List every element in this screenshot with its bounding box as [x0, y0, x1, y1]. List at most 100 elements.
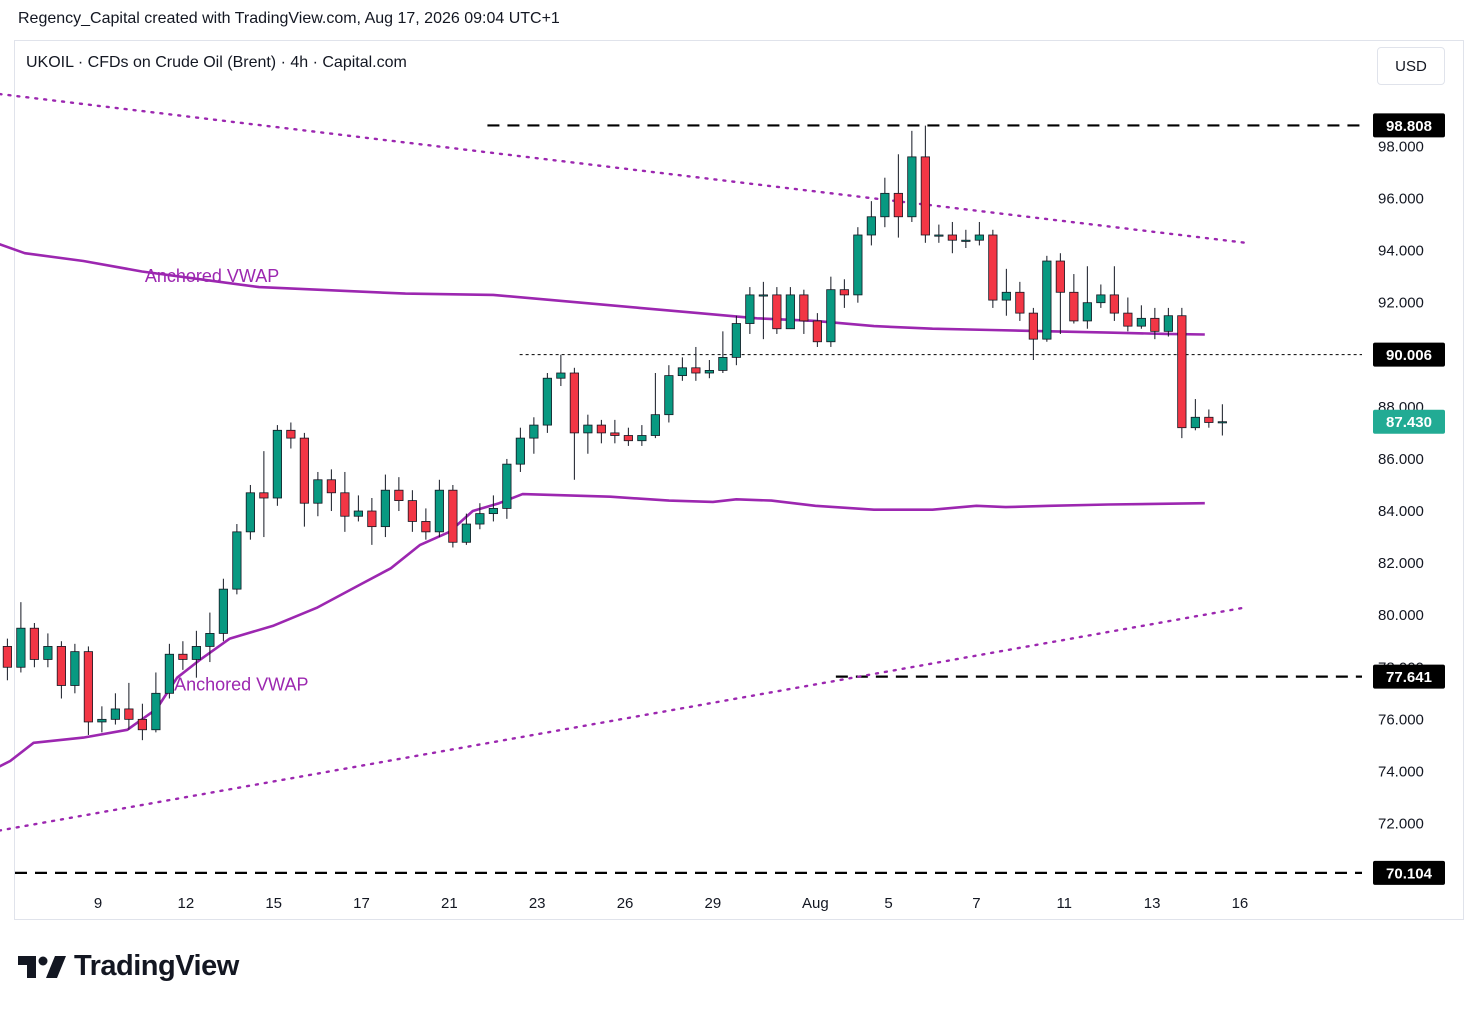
price-levels-layer: [15, 124, 1362, 874]
anchored-vwap-label: Anchored VWAP: [145, 266, 279, 286]
candle-body: [583, 424, 593, 434]
candle-body: [43, 646, 53, 660]
symbol-legend[interactable]: UKOIL · CFDs on Crude Oil (Brent) · 4h ·…: [26, 54, 407, 71]
chart-pane[interactable]: [14, 40, 1464, 920]
time-axis[interactable]: 9 12 15 17 21 23 26 29 Aug 5 7 11 13 16: [94, 895, 1248, 912]
candle-body: [475, 513, 485, 525]
candle-body: [745, 294, 755, 324]
price-axis-tick-label: 84.000: [1378, 503, 1424, 520]
candle-body: [407, 500, 417, 522]
candle-body: [205, 633, 215, 647]
candle-body: [772, 294, 782, 330]
price-axis-tick-label: 94.000: [1378, 243, 1424, 260]
candle-body: [637, 435, 647, 442]
candle-body: [907, 156, 917, 218]
time-axis-tick-label: 11: [1056, 895, 1072, 912]
trendlines-layer: [0, 92, 1247, 832]
time-axis-tick-label: Aug: [802, 895, 829, 912]
price-axis-tick-label: 96.000: [1378, 191, 1424, 208]
candle-body: [56, 646, 66, 686]
price-axis-tick-label: 74.000: [1378, 763, 1424, 780]
candle-body: [920, 156, 930, 236]
candle-body: [1042, 260, 1052, 340]
price-labels-layer: 98.808 90.006 77.641 70.104 87.430: [1373, 113, 1445, 885]
candle-body: [151, 692, 161, 731]
upper-trendline: [0, 92, 1247, 245]
candle-body: [299, 437, 309, 504]
candle-body: [313, 479, 323, 504]
candle-body: [1163, 315, 1173, 332]
candle-body: [569, 372, 579, 434]
candle-body: [880, 192, 890, 218]
candle-body: [245, 492, 255, 533]
candle-body: [1109, 294, 1119, 314]
time-axis-tick-label: 16: [1232, 895, 1249, 912]
brand-footer[interactable]: TradingView: [18, 950, 239, 983]
candle-body: [353, 510, 363, 517]
candle-body: [340, 492, 350, 517]
anchored-vwap-label: Anchored VWAP: [174, 675, 308, 695]
time-axis-tick-label: 12: [177, 895, 194, 912]
candle-body: [650, 414, 660, 436]
price-axis[interactable]: 72.00074.00076.00078.00080.00082.00084.0…: [1378, 138, 1424, 832]
candle-body: [961, 239, 971, 242]
candle-body: [286, 429, 296, 439]
candle-body: [529, 424, 539, 439]
price-level-label: 98.808: [1386, 118, 1432, 135]
candle-body: [421, 521, 431, 533]
price-level-label-bg: [1373, 113, 1445, 138]
candle-body: [232, 531, 242, 590]
candle-body: [610, 432, 620, 436]
candle-body: [448, 489, 458, 543]
candle-body: [974, 234, 984, 241]
price-axis-tick-label: 82.000: [1378, 555, 1424, 572]
candle-body: [434, 489, 444, 533]
time-axis-tick-label: 17: [353, 895, 370, 912]
price-level-label: 77.641: [1386, 669, 1432, 686]
time-axis-tick-label: 7: [972, 895, 980, 912]
candle-body: [1055, 260, 1065, 293]
candle-body: [758, 294, 768, 297]
candle-body: [1136, 317, 1146, 327]
currency-button[interactable]: USD: [1377, 47, 1445, 85]
last-price-label-bg: [1373, 409, 1445, 434]
price-axis-tick-label: 72.000: [1378, 816, 1424, 833]
candle-body: [826, 289, 836, 343]
candle-body: [893, 192, 903, 218]
candle-body: [29, 627, 39, 660]
candle-body: [1204, 416, 1214, 423]
anchored-vwap-lower-line: [0, 492, 1205, 768]
candle-body: [394, 489, 404, 502]
price-level-label-bg: [1373, 860, 1445, 885]
candle-body: [70, 651, 80, 686]
candle-body: [1001, 291, 1011, 301]
last-price-label: 87.430: [1386, 414, 1432, 431]
candle-body: [1177, 315, 1187, 429]
lower-trendline: [0, 606, 1247, 832]
candle-body: [542, 377, 552, 426]
candle-body: [83, 651, 93, 723]
time-axis-tick-label: 26: [617, 895, 634, 912]
candle-body: [596, 424, 606, 434]
candle-body: [839, 289, 849, 296]
candle-body: [178, 653, 188, 660]
candle-body: [677, 367, 687, 377]
candle-body: [1096, 294, 1106, 304]
candle-body: [866, 216, 876, 236]
candle-body: [259, 492, 269, 499]
candle-body: [934, 234, 944, 237]
candle-body: [110, 708, 120, 720]
candle-body: [556, 372, 566, 379]
price-axis-tick-label: 98.000: [1378, 138, 1424, 155]
candle-body: [1123, 312, 1133, 327]
price-level-label: 90.006: [1386, 347, 1432, 364]
price-axis-tick-label: 76.000: [1378, 711, 1424, 728]
candle-body: [124, 708, 134, 720]
candle-body: [1082, 302, 1092, 322]
time-axis-tick-label: 13: [1144, 895, 1161, 912]
time-axis-tick-label: 9: [94, 895, 102, 912]
anchored-vwap-upper-line: [0, 243, 1205, 336]
candle-body: [664, 375, 674, 416]
candle-body: [2, 646, 12, 668]
